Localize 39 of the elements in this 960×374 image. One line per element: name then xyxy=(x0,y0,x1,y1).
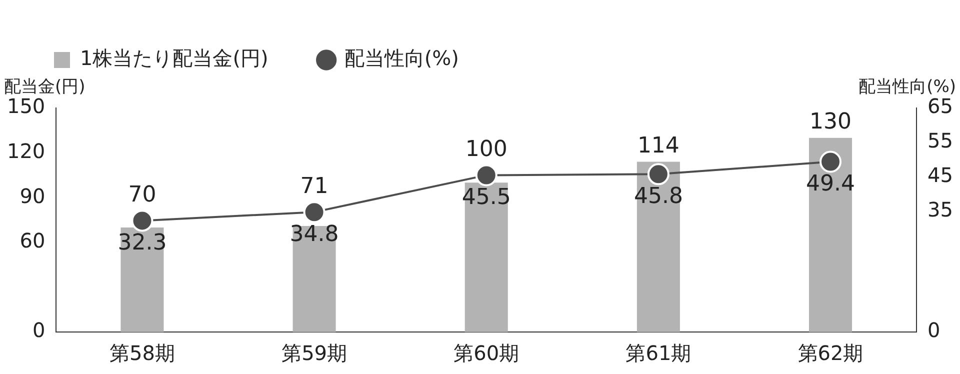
y2-tick-label: 65 xyxy=(928,94,954,118)
x-tick-label: 第61期 xyxy=(626,341,692,366)
bar xyxy=(809,138,852,332)
data-label: 130 xyxy=(810,110,852,135)
y2-tick-label: 45 xyxy=(928,163,954,188)
y-tick-label: 150 xyxy=(6,94,46,118)
y2-axis-title: 配当性向(%) xyxy=(858,76,956,97)
point xyxy=(820,150,842,173)
data-label: 71 xyxy=(300,174,328,199)
data-label: 45.5 xyxy=(462,184,511,210)
data-label: 100 xyxy=(465,136,508,162)
data-label: 32.3 xyxy=(118,230,167,256)
point xyxy=(647,163,670,186)
x-tick-label: 第59期 xyxy=(282,341,348,366)
y-tick-label: 90 xyxy=(20,184,46,208)
bar xyxy=(636,162,680,332)
point xyxy=(131,210,154,232)
y-tick-label: 0 xyxy=(32,318,46,342)
bar xyxy=(292,226,336,332)
y2-tick-label: 55 xyxy=(928,128,954,153)
data-label: 114 xyxy=(637,133,680,158)
data-label: 70 xyxy=(128,182,156,208)
x-tick-label: 第62期 xyxy=(798,341,864,366)
y2-tick-label: 35 xyxy=(928,198,954,222)
bar xyxy=(464,182,508,332)
x-tick-label: 第58期 xyxy=(109,341,175,366)
legend-label: 1株当たり配当金(円) xyxy=(80,46,268,70)
data-label: 45.8 xyxy=(634,184,683,209)
x-tick-label: 第60期 xyxy=(454,341,520,366)
legend-label: 配当性向(%) xyxy=(344,46,459,70)
y-tick-label: 120 xyxy=(6,139,46,164)
y-tick-label: 60 xyxy=(20,228,46,253)
point xyxy=(303,201,326,224)
bar xyxy=(120,227,164,332)
data-label: 34.8 xyxy=(290,222,339,247)
y-axis-title: 配当金(円) xyxy=(4,76,86,97)
y2-tick-label: 0 xyxy=(928,318,940,342)
data-label: 49.4 xyxy=(806,171,856,196)
point xyxy=(475,164,498,186)
